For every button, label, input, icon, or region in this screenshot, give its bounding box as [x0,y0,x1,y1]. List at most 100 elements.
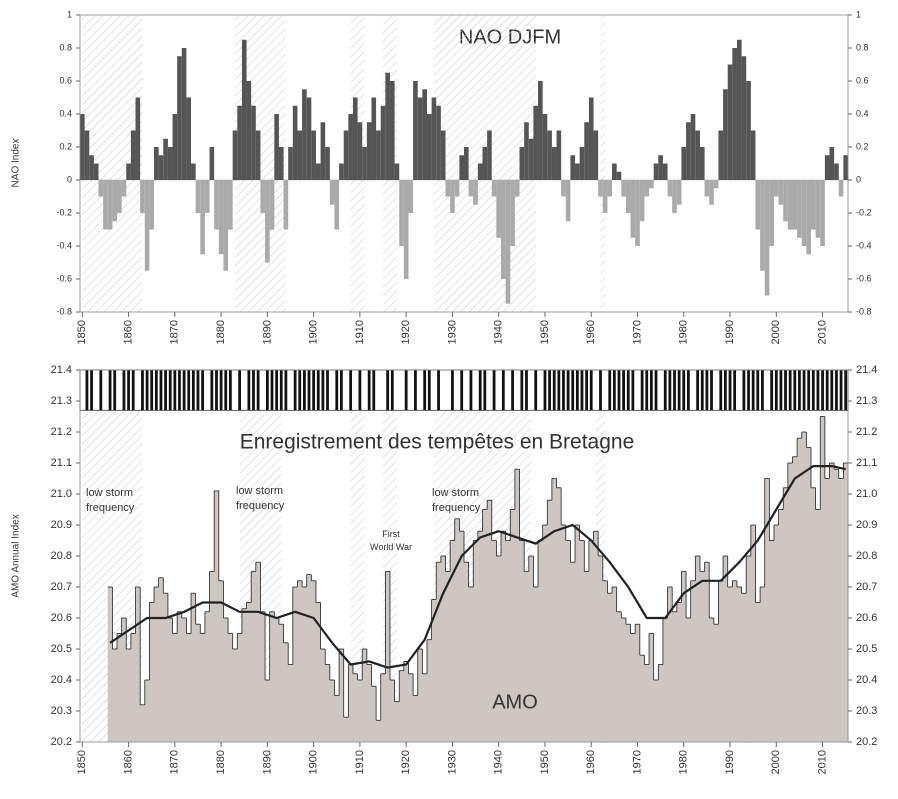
x-tick-label: 1990 [724,750,736,774]
storm-event [807,370,811,411]
storm-event [224,370,228,411]
storm-event [682,370,686,411]
bar [454,180,460,197]
amo-bar [612,587,617,742]
storm-event [617,370,621,411]
bar [468,180,474,197]
chart-title: Enregistrement des tempêtes en Bretagne [240,431,635,454]
storm-event [511,370,514,411]
y-tick-label: -0.2 [56,207,72,217]
x-tick-label: 1920 [400,750,412,774]
amo-bar [107,587,113,742]
y-tick-label: 20.6 [856,612,877,624]
amo-bar [237,633,243,742]
bar [713,180,719,189]
bar [265,180,270,263]
storm-event [585,370,588,411]
storm-event [700,370,704,411]
bar [306,97,312,180]
storm-event [178,370,181,411]
storm-event [90,370,93,411]
storm-event [99,370,103,411]
storm-event [321,370,325,411]
storm-event [265,370,269,411]
amo-bar [454,518,460,742]
amo-bar [681,571,687,742]
storm-event [252,370,255,411]
bar [570,155,576,180]
amo-bar [269,611,275,742]
y-tick-label: -0.8 [856,306,872,316]
bar [487,130,492,180]
storm-event [705,370,709,411]
bar [255,130,261,180]
bar [612,163,617,180]
amo-bar [320,649,326,742]
amo-bar [561,525,567,742]
storm-event [358,370,362,411]
bar [186,97,192,180]
storm-event [844,370,848,411]
hatched-period [600,15,606,312]
storm-event [247,370,251,411]
bar [834,163,839,180]
bar [450,180,455,213]
bar [764,180,770,296]
amo-bar [579,540,585,742]
y-tick-label: 0.8 [59,42,72,52]
bar [237,105,242,180]
bar [311,130,316,180]
y-tick-label: -0.8 [56,306,72,316]
bar [403,180,409,279]
storm-event [275,370,279,411]
storm-event [825,370,829,411]
storm-event [367,370,371,411]
amo-bar [403,661,409,742]
bar [241,39,247,180]
y-tick-label: 20.7 [856,581,877,593]
bar [501,180,506,279]
amo-bar [736,587,742,742]
storm-event [543,370,547,411]
bar [505,180,511,304]
storm-event [141,370,144,411]
bar [380,105,386,180]
storm-event [159,370,163,411]
bar [445,180,451,197]
amo-bar [565,540,571,742]
storm-event [469,370,473,411]
y-tick-label: 0.2 [856,141,869,151]
x-tick-label: 1880 [215,320,227,344]
bar [394,163,400,180]
storm-event [548,370,551,411]
storm-event [816,370,820,411]
y-tick-label: -0.4 [856,240,872,250]
amo-bar [459,531,465,742]
y-tick-label: 20.8 [51,550,72,562]
bar [98,180,104,197]
bar [209,147,215,180]
storm-event [386,370,390,411]
storm-event [284,370,288,411]
bar [820,180,825,246]
bar [607,180,613,197]
amo-bar [283,642,289,742]
amo-bar [417,649,423,742]
storm-event [85,370,89,411]
storm-event [761,370,764,411]
bar [440,130,446,180]
amo-bar [214,490,220,742]
amo-bar [218,580,224,742]
bar [195,180,201,213]
y-tick-label: 0.6 [59,75,72,85]
amo-bar [265,680,270,742]
x-tick-label: 1970 [631,750,643,774]
storm-event [293,370,297,411]
x-tick-label: 1930 [446,320,458,344]
bar [672,180,677,213]
storm-event [751,370,755,411]
bar [112,180,118,222]
bar [824,155,830,180]
amo-bar [251,571,257,742]
amo-bar [713,624,719,742]
